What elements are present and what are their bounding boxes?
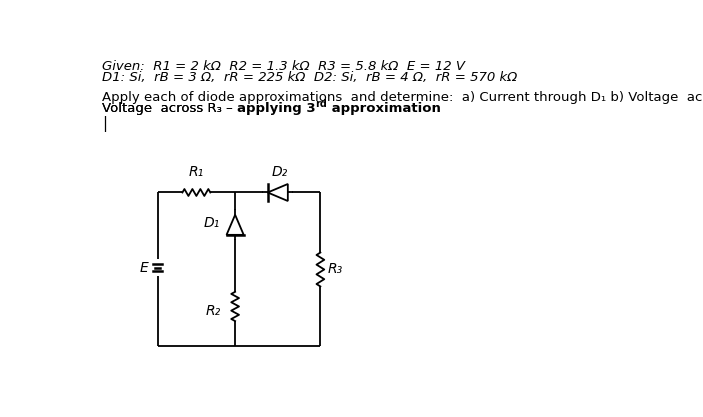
Text: rd: rd	[316, 99, 328, 109]
Text: R₃: R₃	[328, 262, 343, 276]
Text: Voltage  across R₃ –: Voltage across R₃ –	[102, 103, 237, 116]
Text: Given:  R1 = 2 kΩ  R2 = 1.3 kΩ  R3 = 5.8 kΩ  E = 12 V: Given: R1 = 2 kΩ R2 = 1.3 kΩ R3 = 5.8 kΩ…	[102, 60, 465, 73]
Text: Apply each of diode approximations  and determine:  a) Current through D₁ b) Vol: Apply each of diode approximations and d…	[102, 91, 703, 104]
Text: approximation: approximation	[328, 103, 441, 116]
Text: R₁: R₁	[188, 165, 204, 178]
Text: |: |	[102, 116, 107, 132]
Text: applying 3: applying 3	[237, 103, 316, 116]
Text: D₁: D₁	[203, 216, 219, 230]
Text: E: E	[140, 261, 148, 275]
Text: Voltage  across R₃ –: Voltage across R₃ –	[102, 103, 237, 116]
Text: R₂: R₂	[206, 304, 221, 318]
Text: D₂: D₂	[271, 165, 288, 178]
Text: D1: Si,  rB = 3 Ω,  rR = 225 kΩ  D2: Si,  rB = 4 Ω,  rR = 570 kΩ: D1: Si, rB = 3 Ω, rR = 225 kΩ D2: Si, rB…	[102, 71, 517, 84]
